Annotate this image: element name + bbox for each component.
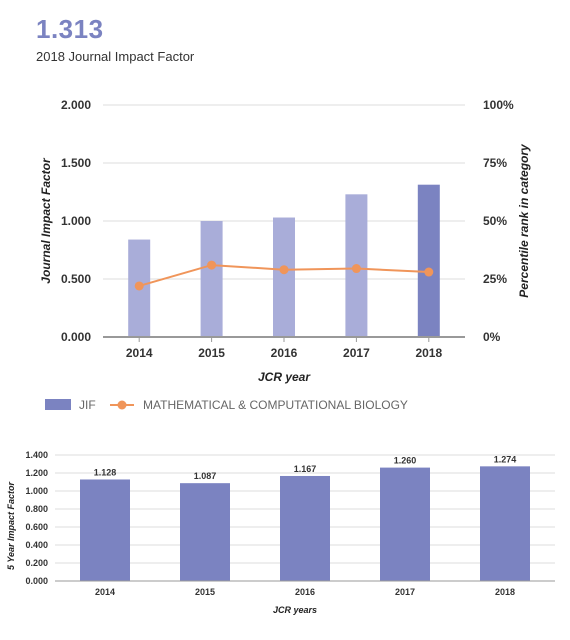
percentile-point bbox=[134, 281, 144, 291]
bar-jif bbox=[273, 217, 295, 337]
x-tick-label: 2015 bbox=[195, 587, 215, 597]
y-tick-label: 0.000 bbox=[25, 576, 48, 586]
jif-chart: 0.000 0.500 1.000 1.500 2.000 0% 25% 50% 75% 100%… bbox=[39, 98, 531, 412]
bar-five-year bbox=[480, 466, 530, 581]
x-tick-label: 2017 bbox=[343, 346, 370, 360]
data-label: 1.087 bbox=[194, 471, 217, 481]
data-label: 1.167 bbox=[294, 464, 317, 474]
x-tick-label: 2014 bbox=[126, 346, 153, 360]
y-right-axis-title: Percentile rank in category bbox=[517, 143, 531, 298]
header: 1.313 2018 Journal Impact Factor bbox=[36, 14, 194, 64]
x-tick-label: 2016 bbox=[295, 587, 315, 597]
percentile-point bbox=[207, 260, 217, 270]
percentile-point bbox=[279, 265, 289, 275]
bar-five-year bbox=[180, 483, 230, 581]
y-tick-label: 0.400 bbox=[25, 540, 48, 550]
bar-five-year bbox=[380, 467, 430, 581]
y-tick-label: 0.000 bbox=[61, 330, 91, 344]
y-tick-label: 2.000 bbox=[61, 98, 91, 112]
five-year-chart: 0.000 0.200 0.400 0.600 0.800 1.000 1.200 1.400… bbox=[6, 450, 555, 615]
y-axis-title: Journal Impact Factor bbox=[39, 157, 53, 284]
y-right-tick-label: 25% bbox=[483, 272, 507, 286]
y-right-tick-label: 0% bbox=[483, 330, 501, 344]
data-label: 1.260 bbox=[394, 456, 417, 466]
legend-label-percentile: MATHEMATICAL & COMPUTATIONAL BIOLOGY bbox=[143, 398, 408, 412]
bar-five-year bbox=[280, 475, 330, 581]
y-right-tick-label: 75% bbox=[483, 156, 507, 170]
x-axis-title: JCR years bbox=[273, 605, 317, 615]
legend-marker-percentile bbox=[117, 400, 127, 410]
x-tick-label: 2015 bbox=[198, 346, 225, 360]
legend-label-jif: JIF bbox=[79, 398, 96, 412]
x-tick-label: 2016 bbox=[271, 346, 298, 360]
y-tick-label: 1.200 bbox=[25, 468, 48, 478]
percentile-point bbox=[424, 267, 434, 277]
y-axis-title: 5 Year Impact Factor bbox=[6, 481, 16, 570]
y-tick-label: 0.600 bbox=[25, 522, 48, 532]
impact-factor-subtitle: 2018 Journal Impact Factor bbox=[36, 49, 195, 64]
bar-jif bbox=[417, 184, 440, 337]
x-tick-label: 2017 bbox=[395, 587, 415, 597]
x-tick-label: 2018 bbox=[415, 346, 442, 360]
y-right-tick-label: 100% bbox=[483, 98, 514, 112]
bar-five-year bbox=[80, 479, 130, 581]
data-label: 1.274 bbox=[494, 454, 517, 464]
y-tick-label: 0.800 bbox=[25, 504, 48, 514]
legend-swatch-jif bbox=[45, 399, 71, 410]
y-tick-label: 1.000 bbox=[61, 214, 91, 228]
data-label: 1.128 bbox=[94, 467, 117, 477]
bar-jif bbox=[200, 221, 223, 337]
percentile-point bbox=[351, 264, 361, 274]
x-axis-title: JCR year bbox=[258, 370, 311, 384]
y-tick-label: 1.400 bbox=[25, 450, 48, 460]
impact-factor-value: 1.313 bbox=[36, 14, 104, 44]
y-tick-label: 0.200 bbox=[25, 558, 48, 568]
y-tick-label: 1.500 bbox=[61, 156, 91, 170]
x-tick-label: 2018 bbox=[495, 587, 515, 597]
y-tick-label: 0.500 bbox=[61, 272, 91, 286]
y-tick-label: 1.000 bbox=[25, 486, 48, 496]
x-tick-label: 2014 bbox=[95, 587, 115, 597]
y-right-tick-label: 50% bbox=[483, 214, 507, 228]
